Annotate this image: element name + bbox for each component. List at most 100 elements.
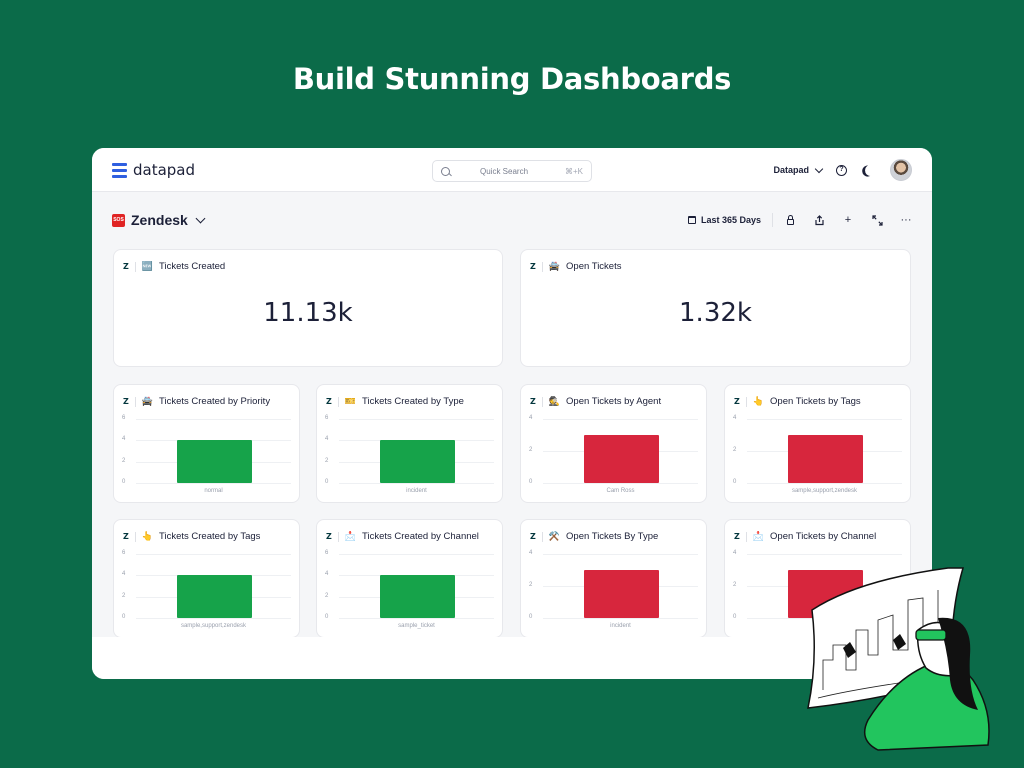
more-icon[interactable]: ···: [900, 213, 912, 226]
card-header: Z 🎫 Tickets Created by Type: [326, 396, 464, 407]
zendesk-icon: Z: [326, 397, 332, 406]
y-tick-label: 4: [325, 436, 329, 443]
gridline: [543, 554, 698, 555]
chart-card[interactable]: Z 👆 Open Tickets by Tags 0 2 4 sample,support,…: [724, 384, 911, 503]
divider: [134, 261, 136, 272]
sos-icon: SOS: [112, 213, 125, 227]
chart-title: Open Tickets by Agent: [566, 396, 662, 407]
zendesk-icon: Z: [734, 397, 740, 406]
gridline: [747, 419, 902, 420]
y-tick-label: 0: [733, 614, 737, 620]
y-tick-label: 0: [529, 614, 533, 620]
chart-title: Tickets Created by Type: [362, 396, 464, 407]
gridline: [136, 554, 291, 555]
app-window: datapad Quick Search ⌘+K Datapad ? SOS Z…: [92, 148, 932, 679]
card-header: Z 📩 Tickets Created by Channel: [326, 531, 479, 542]
chart-plot: 0 2 4 6 sample_ticket: [325, 550, 494, 632]
chevron-down-icon: [195, 213, 206, 224]
gridline: [339, 483, 494, 484]
bar[interactable]: [380, 575, 455, 618]
kpi-value: 1.32k: [679, 298, 752, 328]
dashboard-name: Zendesk: [131, 212, 188, 228]
calendar-icon: [687, 216, 696, 224]
top-bar: datapad Quick Search ⌘+K Datapad ?: [92, 148, 932, 192]
y-tick-label: 2: [529, 447, 533, 453]
chart-card[interactable]: Z 🎫 Tickets Created by Type 0 2 4 6 incident: [316, 384, 503, 503]
kpi-title: Open Tickets: [566, 261, 622, 272]
chart-plot: 0 2 4 6 normal: [122, 415, 291, 497]
chart-icon: 🎫: [344, 396, 357, 406]
dashboard-title[interactable]: SOS Zendesk: [112, 212, 912, 228]
chart-icon: 👆: [141, 531, 154, 541]
card-header: Z ⚒️ Open Tickets By Type: [530, 531, 658, 542]
lock-icon[interactable]: [784, 214, 796, 226]
y-tick-label: 6: [122, 550, 126, 556]
chart-card[interactable]: Z ⚒️ Open Tickets By Type 0 2 4 incident: [520, 519, 707, 638]
search-placeholder: Quick Search: [480, 166, 529, 176]
zendesk-icon: Z: [734, 532, 740, 541]
divider: [134, 396, 136, 407]
y-tick-label: 0: [122, 479, 126, 485]
bar[interactable]: [177, 440, 252, 483]
bar[interactable]: [584, 570, 659, 618]
chart-icon: 🚔: [141, 396, 154, 406]
gridline: [747, 554, 902, 555]
date-range-button[interactable]: Last 365 Days: [687, 215, 761, 225]
expand-icon[interactable]: [871, 214, 883, 226]
quick-search-input[interactable]: Quick Search ⌘+K: [432, 160, 592, 182]
bar[interactable]: [788, 435, 863, 483]
bar[interactable]: [177, 575, 252, 618]
help-icon[interactable]: ?: [836, 164, 847, 176]
card-header: Z 🚔 Tickets Created by Priority: [123, 396, 270, 407]
divider: [134, 531, 136, 542]
chart-icon: 📩: [752, 531, 765, 541]
avatar[interactable]: [890, 159, 912, 181]
zendesk-icon: Z: [530, 397, 536, 406]
y-tick-label: 0: [325, 479, 329, 485]
x-tick-label: sample_ticket: [398, 623, 435, 629]
gridline: [136, 419, 291, 420]
y-tick-label: 2: [122, 592, 126, 599]
divider: [541, 261, 543, 272]
bottom-panel: [92, 637, 932, 679]
moon-icon[interactable]: [863, 163, 877, 177]
bar[interactable]: [380, 440, 455, 483]
chart-plot: 0 2 4 6 incident: [325, 415, 494, 497]
gridline: [543, 483, 698, 484]
chart-title: Open Tickets By Type: [566, 531, 659, 542]
logo[interactable]: datapad: [112, 161, 195, 179]
logo-text: datapad: [133, 161, 196, 179]
kpi-card[interactable]: Z 🚔 Open Tickets 1.32k: [520, 249, 911, 367]
workspace-name: Datapad: [773, 165, 809, 175]
illustration: [807, 567, 990, 751]
gridline: [339, 554, 494, 555]
chart-plot: 0 2 4 Cam Ross: [529, 415, 698, 497]
y-tick-label: 4: [122, 571, 126, 578]
x-tick-label: normal: [204, 488, 223, 494]
chart-title: Tickets Created by Tags: [159, 531, 261, 542]
chart-card[interactable]: Z 🚔 Tickets Created by Priority 0 2 4 6 normal: [113, 384, 300, 503]
bar[interactable]: [584, 435, 659, 483]
kpi-card[interactable]: Z 🆕 Tickets Created 11.13k: [113, 249, 503, 367]
plus-icon[interactable]: +: [844, 213, 852, 226]
chart-card[interactable]: Z 🕵️ Open Tickets by Agent 0 2 4 Cam Ross: [520, 384, 707, 503]
y-tick-label: 6: [325, 415, 329, 421]
toolbar-divider: [772, 213, 773, 227]
zendesk-icon: Z: [530, 262, 536, 271]
x-tick-label: sample,support,zendesk: [791, 488, 858, 494]
chart-card[interactable]: Z 👆 Tickets Created by Tags 0 2 4 6 sample,supp…: [113, 519, 300, 638]
chart-icon: 👆: [752, 396, 765, 406]
x-tick-label: Cam Ross: [606, 488, 635, 494]
share-icon[interactable]: [813, 214, 825, 226]
kpi-value: 11.13k: [263, 298, 353, 328]
chart-card[interactable]: Z 📩 Tickets Created by Channel 0 2 4 6 sample_t…: [316, 519, 503, 638]
y-tick-label: 4: [529, 415, 533, 421]
y-tick-label: 2: [733, 447, 737, 453]
new-icon: 🆕: [141, 261, 154, 271]
divider: [337, 531, 339, 542]
divider: [745, 531, 747, 542]
divider: [541, 396, 543, 407]
workspace-switcher[interactable]: Datapad: [773, 164, 824, 175]
dashboard-header: SOS Zendesk Last 365 Days + ···: [112, 212, 912, 232]
gridline: [136, 483, 291, 484]
